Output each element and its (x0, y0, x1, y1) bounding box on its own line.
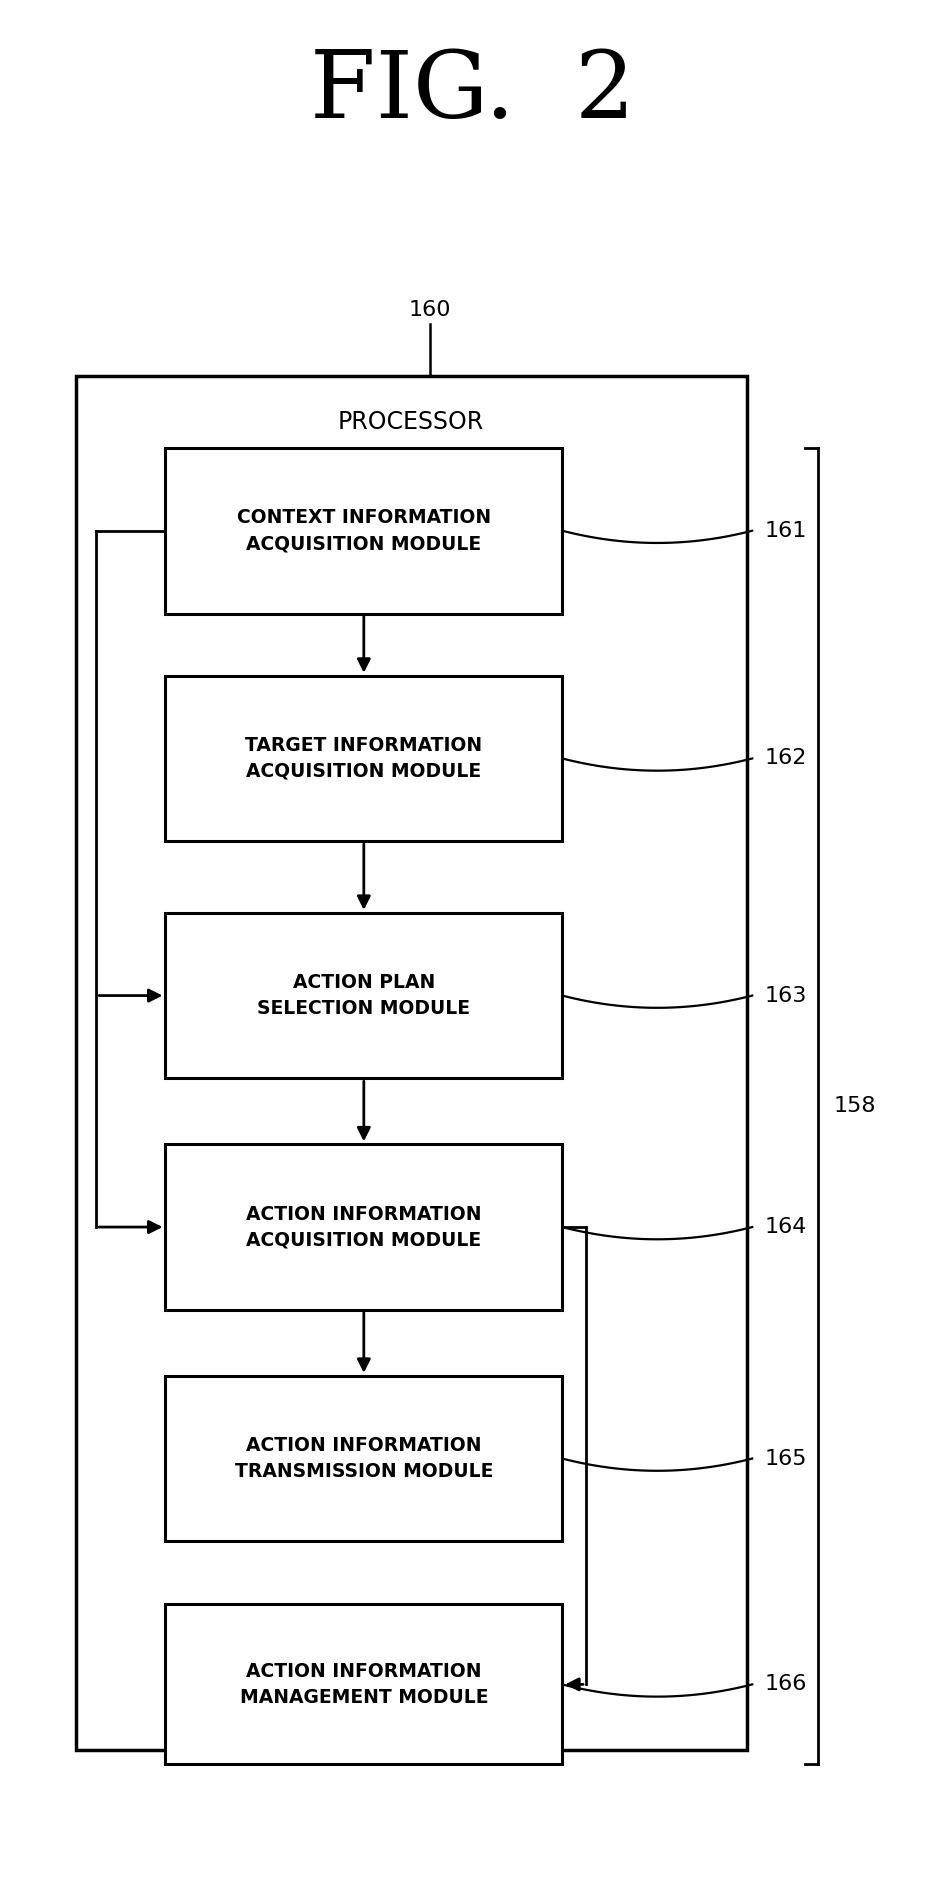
Bar (165, 1603, 562, 1765)
Text: 164: 164 (764, 1218, 806, 1236)
Bar (165, 1376, 562, 1541)
Bar (165, 448, 562, 614)
Text: TARGET INFORMATION
ACQUISITION MODULE: TARGET INFORMATION ACQUISITION MODULE (245, 736, 481, 781)
Text: FIG.  2: FIG. 2 (310, 47, 634, 137)
Text: 163: 163 (764, 986, 806, 1005)
Text: ACTION INFORMATION
MANAGEMENT MODULE: ACTION INFORMATION MANAGEMENT MODULE (240, 1662, 487, 1707)
Bar (76, 376, 746, 1750)
Text: ACTION INFORMATION
TRANSMISSION MODULE: ACTION INFORMATION TRANSMISSION MODULE (234, 1436, 493, 1481)
Text: 158: 158 (833, 1095, 875, 1116)
Text: ACTION INFORMATION
ACQUISITION MODULE: ACTION INFORMATION ACQUISITION MODULE (245, 1204, 481, 1250)
Text: 166: 166 (764, 1675, 806, 1694)
Text: CONTEXT INFORMATION
ACQUISITION MODULE: CONTEXT INFORMATION ACQUISITION MODULE (237, 508, 490, 553)
Text: 162: 162 (764, 749, 806, 768)
Bar (165, 1144, 562, 1310)
Text: 161: 161 (764, 521, 806, 540)
Text: 160: 160 (409, 299, 450, 320)
Text: PROCESSOR: PROCESSOR (338, 410, 483, 435)
Text: 165: 165 (764, 1449, 806, 1468)
Bar (165, 676, 562, 841)
Text: ACTION PLAN
SELECTION MODULE: ACTION PLAN SELECTION MODULE (257, 973, 470, 1018)
Bar (165, 913, 562, 1078)
